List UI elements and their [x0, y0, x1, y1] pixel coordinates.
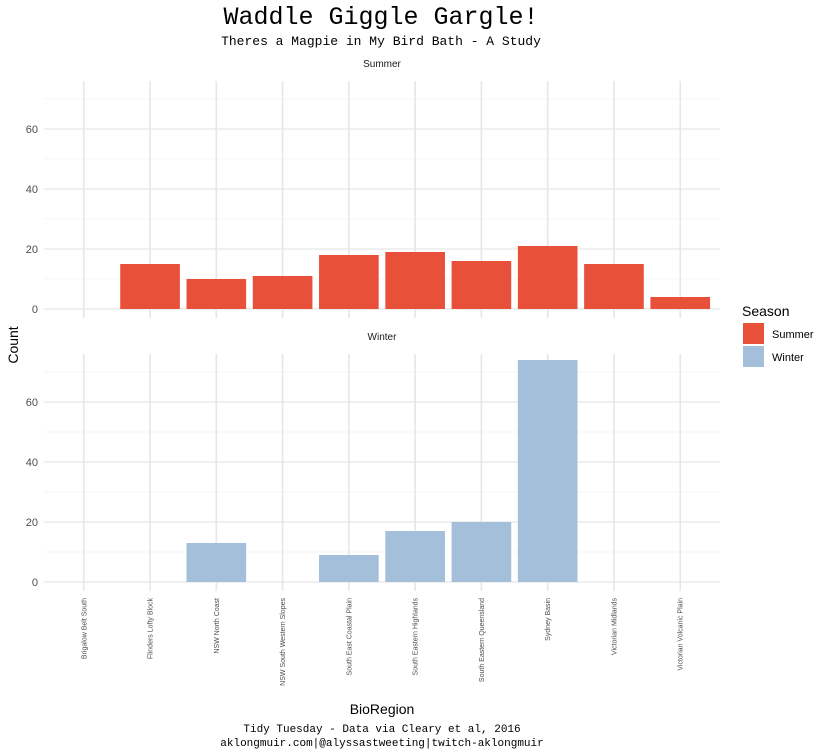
facet-strip-label: Summer — [363, 59, 401, 70]
bar-summer-7 — [517, 246, 578, 309]
legend-label-winter: Winter — [772, 352, 804, 364]
x-tick-label: Brigalow Belt South — [81, 598, 88, 659]
chart-title: Waddle Giggle Gargle! — [223, 3, 538, 32]
y-tick-label: 0 — [32, 304, 38, 316]
legend-swatch-summer — [743, 323, 764, 344]
y-axis-label: Count — [5, 326, 21, 363]
legend: Season Summer Winter — [742, 303, 814, 367]
facet-panels: 0 20 40 60 Summer 0 20 40 60 Winter — [26, 59, 720, 591]
x-axis-label: BioRegion — [350, 701, 415, 717]
bar-summer-3 — [252, 276, 313, 309]
bar-summer-8 — [584, 264, 644, 309]
facet-panel-winter: 0 20 40 60 Winter — [26, 332, 720, 591]
bar-summer-1 — [120, 264, 180, 309]
y-tick-label: 20 — [26, 244, 38, 256]
x-tick-label: NSW South Western Slopes — [280, 598, 287, 686]
x-tick-labels: Brigalow Belt South Flinders Lofty Block N… — [81, 598, 684, 686]
x-tick-label: South Eastern Highlands — [413, 598, 420, 676]
legend-title: Season — [742, 303, 789, 319]
y-tick-label: 20 — [26, 517, 38, 529]
legend-label-summer: Summer — [772, 329, 814, 341]
chart-subtitle: Theres a Magpie in My Bird Bath - A Stud… — [221, 34, 541, 49]
y-tick-label: 40 — [26, 457, 38, 469]
bar-winter-6 — [451, 522, 512, 582]
bar-winter-4 — [319, 555, 379, 582]
legend-swatch-winter — [743, 346, 764, 367]
caption-line-1: Tidy Tuesday - Data via Cleary et al, 20… — [243, 724, 520, 736]
bar-winter-5 — [385, 531, 445, 582]
x-tick-label: South Eastern Queensland — [479, 598, 486, 682]
x-tick-label: NSW North Coast — [214, 598, 221, 654]
y-tick-label: 60 — [26, 397, 38, 409]
legend-items: Summer Winter — [743, 323, 814, 367]
bar-winter-7 — [517, 360, 578, 582]
y-tick-label: 60 — [26, 124, 38, 136]
x-tick-label: South East Coastal Plain — [346, 598, 353, 676]
x-tick-label: Victorian Volcanic Plain — [678, 598, 685, 671]
bar-summer-2 — [186, 279, 247, 309]
bar-winter-2 — [186, 543, 247, 582]
y-tick-label: 40 — [26, 184, 38, 196]
bar-summer-5 — [385, 252, 445, 309]
facet-panel-summer: 0 20 40 60 Summer — [26, 59, 720, 318]
bar-summer-4 — [319, 255, 379, 309]
y-tick-label: 0 — [32, 577, 38, 589]
facet-strip-label: Winter — [368, 332, 398, 343]
bar-summer-9 — [650, 297, 711, 309]
x-tick-label: Sydney Basin — [545, 598, 552, 641]
x-tick-label: Flinders Lofty Block — [148, 598, 155, 660]
caption-line-2: aklongmuir.com|@alyssastweeting|twitch-a… — [220, 738, 543, 750]
bar-summer-6 — [451, 261, 512, 309]
x-tick-label: Victorian Midlands — [611, 598, 618, 656]
